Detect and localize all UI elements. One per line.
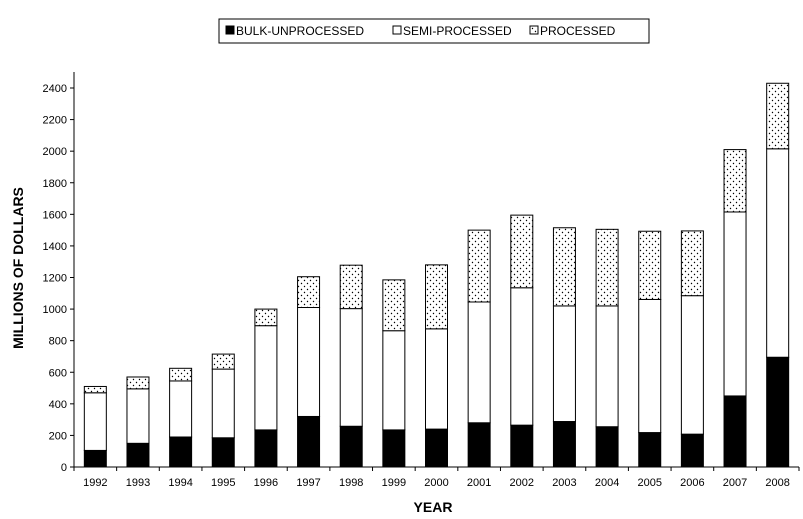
x-tick-label: 1999 [382,477,406,489]
bar-semi-processed [680,295,704,435]
bar-processed [339,264,363,310]
bar-processed [211,353,235,370]
bar-processed [552,227,576,307]
bar-semi-processed [169,380,193,438]
x-tick-label: 1998 [339,477,363,489]
legend-swatch-processed [529,25,539,35]
legend-label-processed: PROCESSED [540,24,616,38]
bar-semi-processed [595,305,619,428]
bar-processed [723,149,747,213]
bar-processed [169,367,193,382]
bar-semi-processed [723,211,747,397]
bar-processed [766,82,790,150]
bar-bulk-unprocessed [510,424,534,468]
y-tick-label: 600 [49,367,67,379]
x-tick-label: 2002 [510,477,534,489]
x-tick-label: 1996 [254,477,278,489]
y-tick-label: 1400 [43,241,67,253]
bar-semi-processed [254,325,278,431]
y-tick-label: 800 [49,336,67,348]
bar-semi-processed [510,287,534,426]
x-tick-label: 2007 [723,477,747,489]
y-tick-label: 200 [49,430,67,442]
y-tick-label: 1600 [43,209,67,221]
bar-processed [680,230,704,297]
bar-semi-processed [126,388,150,444]
x-tick-label: 2006 [680,477,704,489]
bar-semi-processed [766,148,790,358]
bar-bulk-unprocessed [126,442,150,468]
y-axis-title: MILLIONS OF DOLLARS [10,187,26,349]
x-tick-label: 2003 [552,477,576,489]
bar-bulk-unprocessed [766,356,790,468]
y-tick-label: 2400 [43,83,67,95]
bar-bulk-unprocessed [552,421,576,468]
bar-bulk-unprocessed [297,415,321,468]
y-tick-label: 1000 [43,304,67,316]
x-tick-label: 1994 [168,477,192,489]
x-tick-label: 2005 [637,477,661,489]
legend-label-bulk: BULK-UNPROCESSED [236,24,364,38]
x-tick-label: 1997 [296,477,320,489]
bar-semi-processed [83,392,107,451]
bar-bulk-unprocessed [83,449,107,468]
bar-bulk-unprocessed [595,426,619,468]
bar-processed [83,385,107,394]
bar-bulk-unprocessed [723,395,747,468]
bar-processed [126,376,150,390]
bar-processed [297,276,321,309]
bar-processed [467,229,491,303]
x-tick-label: 1992 [83,477,107,489]
y-tick-label: 400 [49,399,67,411]
bar-bulk-unprocessed [425,428,448,468]
legend-item-processed: PROCESSED [529,24,616,38]
bar-processed [510,214,534,289]
bar-bulk-unprocessed [169,436,193,468]
bar-bulk-unprocessed [211,437,235,468]
y-tick-label: 1200 [43,273,67,285]
x-tick-label: 2004 [595,477,619,489]
bar-processed [595,228,619,307]
bar-processed [382,279,406,332]
legend-swatch-bulk [225,25,235,35]
y-tick-label: 0 [61,462,67,474]
bar-processed [425,264,448,330]
plot-area: 0 200 400 600 800 1000 1200 1400 1600 1800 2000 220… [43,72,800,489]
bar-semi-processed [339,308,363,427]
legend-swatch-semi [392,25,402,35]
bar-bulk-unprocessed [680,433,704,468]
bar-semi-processed [382,330,406,431]
x-axis-title: YEAR [414,499,453,515]
bar-semi-processed [297,307,321,417]
bar-semi-processed [467,301,491,424]
x-tick-label: 1993 [126,477,150,489]
bar-bulk-unprocessed [382,429,406,468]
y-tick-label: 2000 [43,146,67,158]
legend-item-semi: SEMI-PROCESSED [392,24,512,38]
x-tick-label: 2001 [467,477,491,489]
legend-label-semi: SEMI-PROCESSED [403,24,512,38]
bar-semi-processed [552,305,576,423]
x-tick-label: 1995 [211,477,235,489]
x-tick-label: 2008 [765,477,789,489]
legend-box [218,18,650,44]
bar-bulk-unprocessed [467,422,491,468]
bar-bulk-unprocessed [339,425,363,468]
bar-semi-processed [638,298,662,434]
legend: BULK-UNPROCESSED SEMI-PROCESSED PROCESSE… [218,18,650,44]
bar-bulk-unprocessed [638,432,662,468]
bar-bulk-unprocessed [254,429,278,468]
bar-semi-processed [425,328,448,430]
legend-item-bulk: BULK-UNPROCESSED [225,24,364,38]
y-tick-label: 1800 [43,178,67,190]
y-tick-label: 2200 [43,115,67,127]
bar-processed [638,230,662,300]
bar-semi-processed [211,368,235,439]
x-tick-label: 2000 [424,477,448,489]
bar-processed [254,308,278,327]
